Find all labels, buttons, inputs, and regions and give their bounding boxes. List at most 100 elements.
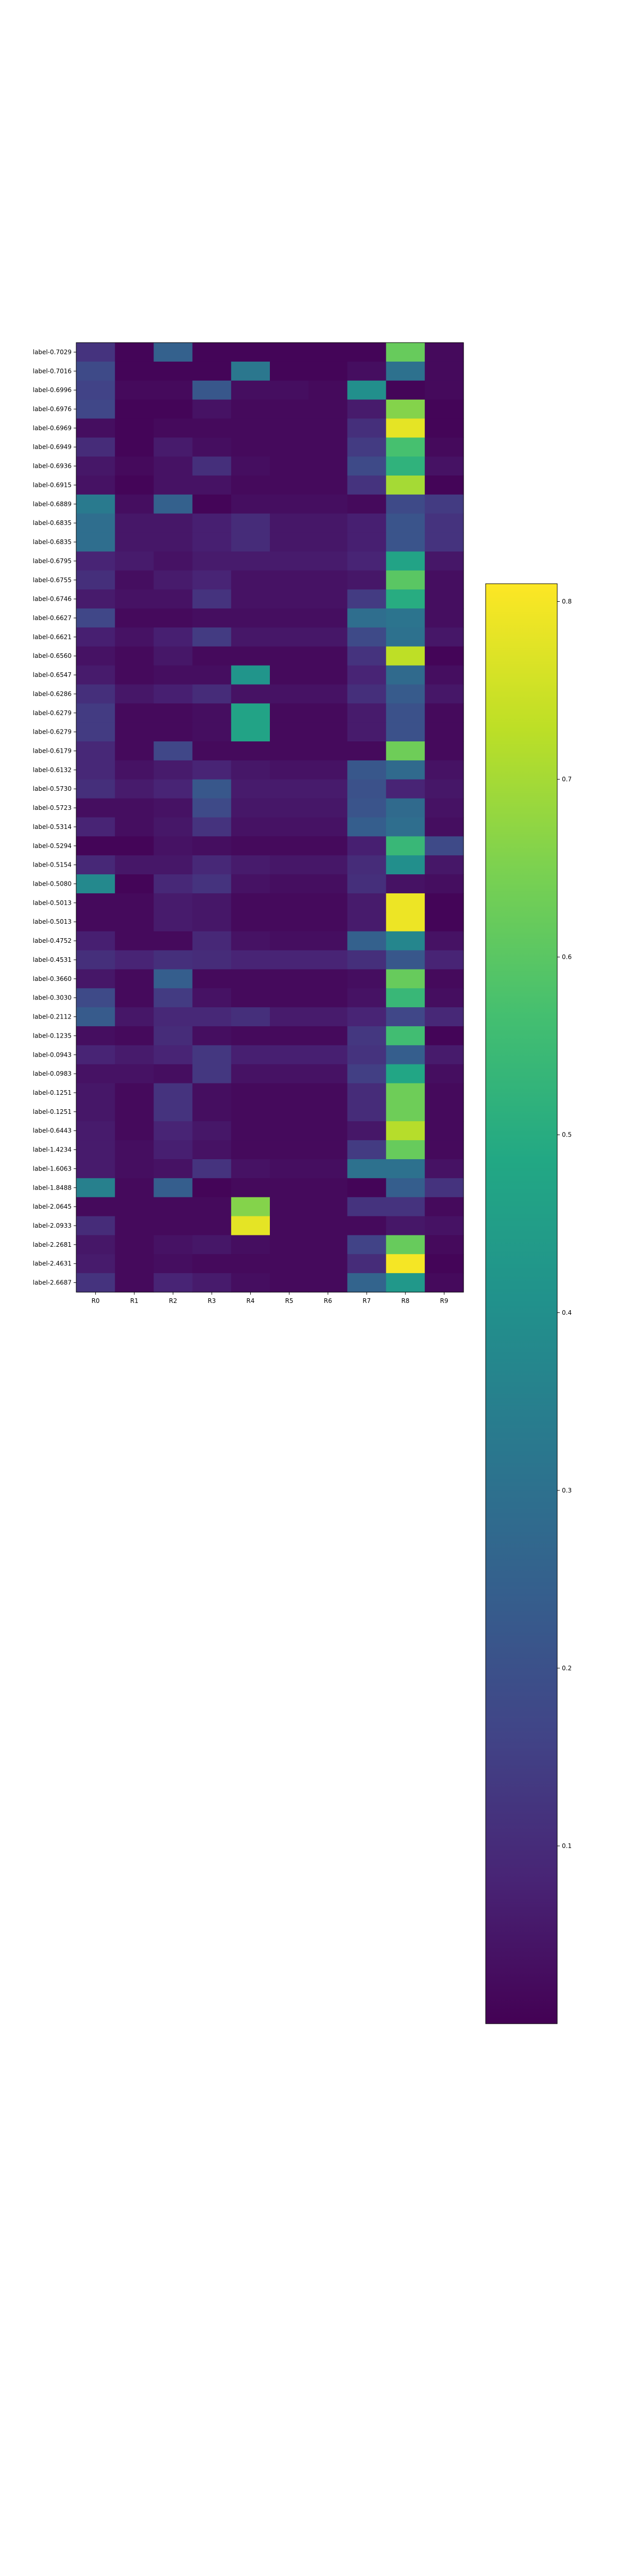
heatmap-cell-r6-c3 <box>192 456 232 476</box>
heatmap-cell-r36-c2 <box>153 1026 193 1046</box>
heatmap-cell-r32-c6 <box>308 950 348 970</box>
heatmap-cell-r22-c3 <box>192 760 232 780</box>
heatmap-cell-r39-c4 <box>231 1083 270 1103</box>
heatmap-cell-r0-c6 <box>308 343 348 362</box>
row-tick-label: label-1.6063 <box>33 1165 72 1172</box>
heatmap-cell-r43-c2 <box>153 1159 193 1179</box>
heatmap-cell-r36-c3 <box>192 1026 232 1046</box>
heatmap-cell-r14-c7 <box>347 608 387 628</box>
heatmap-cell-r43-c8 <box>386 1159 425 1179</box>
heatmap-cell-r15-c5 <box>270 627 309 647</box>
heatmap-cell-r16-c0 <box>76 646 115 666</box>
heatmap-cell-r8-c1 <box>115 494 154 514</box>
heatmap-cell-r6-c1 <box>115 456 154 476</box>
row-tick-label: label-0.5013 <box>33 918 72 925</box>
heatmap-cell-r34-c1 <box>115 988 154 1008</box>
heatmap-cell-r27-c5 <box>270 855 309 875</box>
row-tick-label: label-2.0645 <box>33 1203 72 1210</box>
heatmap-cell-r47-c4 <box>231 1235 270 1255</box>
heatmap-cell-r22-c6 <box>308 760 348 780</box>
row-tick-label: label-0.6835 <box>33 519 72 527</box>
row-tick-labels: label-0.7029 label-0.7016 label-0.6996 labe… <box>33 348 76 1286</box>
heatmap-cell-r42-c6 <box>308 1140 348 1160</box>
row-tick-label: label-0.5730 <box>33 785 72 792</box>
heatmap-cell-r4-c5 <box>270 418 309 438</box>
heatmap-cell-r47-c0 <box>76 1235 115 1255</box>
heatmap-cell-r8-c9 <box>424 494 464 514</box>
heatmap-cell-r20-c6 <box>308 722 348 742</box>
heatmap-cell-r6-c4 <box>231 456 270 476</box>
heatmap-cell-r5-c7 <box>347 437 387 457</box>
heatmap-cell-r42-c8 <box>386 1140 425 1160</box>
heatmap-cell-r8-c3 <box>192 494 232 514</box>
heatmap-cell-r34-c7 <box>347 988 387 1008</box>
heatmap-cell-r33-c8 <box>386 969 425 989</box>
heatmap-cell-r24-c7 <box>347 798 387 818</box>
heatmap-cell-r41-c5 <box>270 1121 309 1141</box>
heatmap-cell-r33-c4 <box>231 969 270 989</box>
heatmap-cell-r31-c3 <box>192 931 232 951</box>
heatmap-cell-r11-c1 <box>115 551 154 571</box>
heatmap-cell-r7-c6 <box>308 476 348 495</box>
heatmap-cell-r19-c1 <box>115 703 154 723</box>
column-tick-label: R4 <box>246 1297 254 1304</box>
heatmap-cell-r11-c7 <box>347 551 387 571</box>
heatmap-cell-r25-c7 <box>347 817 387 837</box>
heatmap-cell-r23-c8 <box>386 779 425 799</box>
heatmap-cell-r18-c2 <box>153 684 193 704</box>
heatmap-cell-r9-c9 <box>424 513 464 533</box>
heatmap-cell-r2-c5 <box>270 380 309 400</box>
heatmap-cell-r2-c9 <box>424 380 464 400</box>
heatmap-cell-r13-c4 <box>231 589 270 609</box>
heatmap-cell-r14-c1 <box>115 608 154 628</box>
heatmap-cell-r34-c8 <box>386 988 425 1008</box>
heatmap-cell-r6-c5 <box>270 456 309 476</box>
heatmap-cell-r39-c2 <box>153 1083 193 1103</box>
heatmap-cell-r13-c8 <box>386 589 425 609</box>
heatmap-cell-r42-c0 <box>76 1140 115 1160</box>
heatmap-cell-r38-c5 <box>270 1064 309 1084</box>
heatmap-cell-r16-c7 <box>347 646 387 666</box>
column-tick-label: R6 <box>324 1297 332 1304</box>
heatmap-cell-r6-c8 <box>386 456 425 476</box>
heatmap-cell-r20-c1 <box>115 722 154 742</box>
heatmap-cell-r21-c0 <box>76 741 115 761</box>
row-tick-label: label-0.1251 <box>33 1108 72 1115</box>
heatmap-cell-r5-c2 <box>153 437 193 457</box>
heatmap-cell-r40-c6 <box>308 1102 348 1122</box>
row-tick-label: label-0.6279 <box>33 709 72 717</box>
heatmap-cell-r4-c2 <box>153 418 193 438</box>
heatmap-cell-r46-c8 <box>386 1216 425 1236</box>
colorbar-tick-label: 0.5 <box>562 1131 572 1139</box>
colorbar-tick-label: 0.1 <box>562 1842 572 1850</box>
heatmap-cell-r31-c7 <box>347 931 387 951</box>
heatmap-cell-r28-c4 <box>231 874 270 894</box>
row-tick-label: label-0.6547 <box>33 671 72 679</box>
heatmap-cell-r15-c2 <box>153 627 193 647</box>
heatmap-cell-r39-c6 <box>308 1083 348 1103</box>
heatmap-cell-r2-c6 <box>308 380 348 400</box>
heatmap-cell-r12-c2 <box>153 570 193 590</box>
heatmap-cell-r26-c7 <box>347 836 387 856</box>
heatmap-cell-r28-c1 <box>115 874 154 894</box>
heatmap-cell-r39-c9 <box>424 1083 464 1103</box>
heatmap-cell-r31-c8 <box>386 931 425 951</box>
heatmap-cell-r30-c0 <box>76 912 115 932</box>
row-tick-label: label-0.4531 <box>33 956 72 963</box>
heatmap-cell-r39-c7 <box>347 1083 387 1103</box>
heatmap-cell-r31-c2 <box>153 931 193 951</box>
heatmap-cell-r16-c6 <box>308 646 348 666</box>
row-tick-label: label-0.6996 <box>33 386 72 394</box>
heatmap-cell-r44-c8 <box>386 1178 425 1198</box>
heatmap-cell-r3-c0 <box>76 399 115 419</box>
heatmap-cell-r29-c0 <box>76 893 115 913</box>
heatmap-cell-r2-c7 <box>347 380 387 400</box>
heatmap-cell-r37-c4 <box>231 1045 270 1065</box>
heatmap-cell-r10-c6 <box>308 532 348 552</box>
heatmap-cell-r3-c3 <box>192 399 232 419</box>
heatmap-cell-r7-c1 <box>115 476 154 495</box>
heatmap-cell-r25-c8 <box>386 817 425 837</box>
heatmap-cell-r25-c6 <box>308 817 348 837</box>
heatmap-cell-r12-c5 <box>270 570 309 590</box>
heatmap-cell-r9-c3 <box>192 513 232 533</box>
